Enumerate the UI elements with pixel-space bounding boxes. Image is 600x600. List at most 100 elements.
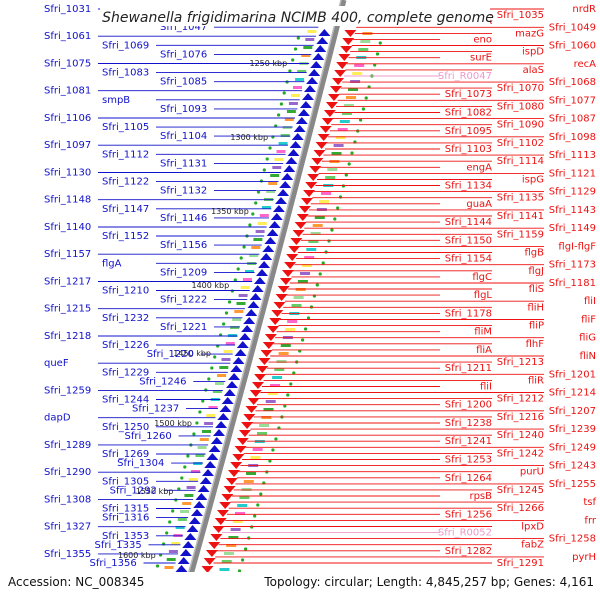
footer-backdrop [0,572,600,600]
gene-label: Sfri_1266 [497,503,544,514]
gene-arrow-plus [285,157,298,164]
tick-dot [324,250,328,254]
title-backdrop [100,6,490,26]
gene-arrow-minus [279,278,292,285]
gene-label: Sfri_1335 [95,540,142,551]
gene-label: Sfri_1130 [44,168,91,179]
gene-label: Sfri_1245 [497,485,544,496]
function-block [215,382,224,385]
gene-label: fliF [581,315,596,326]
gene-arrow-minus [290,238,303,245]
function-block [346,96,356,99]
tick-dot [336,206,340,210]
gene-label: Sfri_1305 [102,476,149,487]
gene-label: Sfri_1215 [44,304,91,315]
ruler-label: 1250 kbp [249,59,287,68]
gene-arrow-plus [264,237,277,244]
genome-backbone [181,0,347,600]
tick-dot [378,41,382,45]
gene-arrow-plus [232,357,245,364]
function-block [303,46,313,49]
function-block [259,214,269,217]
gene-label: fliA [476,345,492,356]
function-block [232,318,242,321]
gene-arrow-plus [230,365,243,372]
gene-arrow-plus [289,141,302,148]
gene-arrow-minus [203,558,216,565]
gene-label: Sfri_1106 [44,113,91,124]
gene-label: tsf [583,497,596,508]
function-block [286,110,296,113]
ruler-label: 1600 kbp [118,551,156,560]
function-block [238,294,248,297]
function-block [319,200,329,203]
gene-label: Sfri_1238 [445,418,492,429]
function-block [199,438,209,441]
gene-label: Sfri_1178 [445,308,492,319]
gene-arrow-plus [236,341,249,348]
function-block [208,406,218,409]
gene-label: Sfri_1080 [497,101,544,112]
function-block [305,38,315,41]
function-block [360,40,371,43]
gene-label: Sfri_1112 [102,149,149,160]
gene-arrow-minus [256,366,269,373]
gene-label: Sfri_1237 [132,404,179,415]
gene-label: Sfri_1211 [445,363,492,374]
gene-arrow-minus [288,246,301,253]
function-block [164,566,174,569]
gene-label: Sfri_1250 [102,422,149,433]
tick-dot [171,509,175,513]
function-block [291,94,300,97]
gene-label: Sfri_1143 [549,205,596,216]
gene-label: Sfri_1104 [160,131,207,142]
gene-label: fliM [474,327,492,338]
tick-dot [256,503,260,507]
gene-arrow-minus [294,222,307,229]
gene-label: Sfri_1200 [445,400,492,411]
gene-arrow-plus [179,549,192,556]
tick-dot [233,278,237,282]
gene-arrow-plus [312,53,325,60]
tick-dot [253,514,257,518]
gene-arrow-plus [241,325,254,332]
gene-label: queF [44,358,69,369]
function-block [321,192,332,195]
function-block [217,374,227,377]
genome-title: Shewanella frigidimarina NCIMB 400, comp… [102,10,494,26]
tick-dot [268,146,272,150]
function-block [245,270,254,273]
tick-dot [277,113,281,117]
gene-arrow-minus [228,470,240,477]
tick-dot [259,179,263,183]
gene-arrow-minus [325,102,338,109]
gene-arrow-minus [225,478,238,485]
gene-arrow-minus [332,78,345,85]
tick-dot [241,558,245,562]
gene-arrow-plus [308,69,321,76]
gene-label: Sfri_1095 [445,126,492,137]
function-block [228,536,239,539]
gene-label: Sfri_1240 [497,430,544,441]
gene-arrow-plus [223,389,236,396]
gene-label: Sfri_1149 [549,223,596,234]
tick-dot [210,366,214,370]
gene-arrow-minus [317,134,330,141]
gene-label: Sfri_1218 [44,331,91,342]
gene-label: Sfri_1229 [102,367,149,378]
function-block [261,206,271,209]
gene-label: fliS [529,284,544,295]
gene-label: Sfri_R0052 [438,528,492,539]
tick-dot [242,245,246,249]
gene-arrow-minus [273,302,286,309]
ruler-label: 1500 kbp [154,419,192,428]
gene-label: Sfri_1253 [445,455,492,466]
function-block [280,134,290,137]
function-block [333,144,344,147]
function-block [297,70,307,73]
gene-label: Sfri_1255 [549,479,596,490]
tick-dot [304,327,308,331]
gene-arrow-minus [221,494,234,501]
function-block [312,224,323,227]
